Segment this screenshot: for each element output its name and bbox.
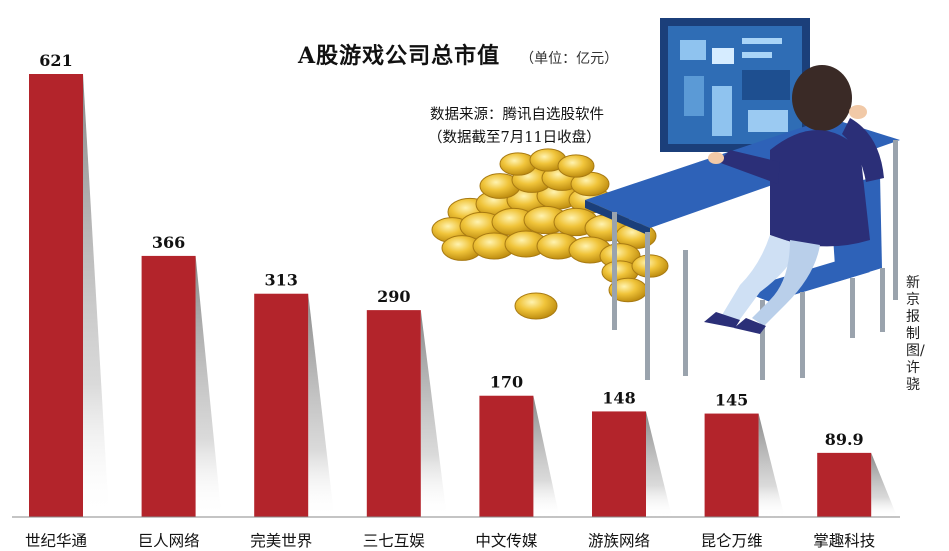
value-label: 621 (39, 51, 72, 70)
category-label: 昆仑万维 (701, 532, 763, 550)
bar-shadow (195, 255, 222, 518)
chart-header: A股游戏公司总市值 （单位：亿元） (298, 38, 618, 70)
category-label: 掌趣科技 (813, 532, 875, 550)
value-label: 366 (152, 233, 185, 252)
bar-掌趣科技 (817, 452, 872, 517)
value-label: 290 (377, 287, 410, 306)
value-label: 170 (490, 373, 523, 392)
bar-shadow (758, 413, 785, 517)
bar-昆仑万维 (704, 413, 759, 517)
category-label: 巨人网络 (138, 532, 200, 550)
category-label: 世纪华通 (25, 532, 88, 550)
coin (514, 292, 558, 320)
chart-title: A股游戏公司总市值 (298, 43, 501, 69)
gold-coins-icon (431, 148, 669, 320)
bar-三七互娱 (366, 310, 421, 517)
value-label: 89.9 (825, 430, 864, 449)
bar-shadow (420, 310, 447, 517)
data-cutoff-note: （数据截至7月11日收盘） (428, 130, 601, 146)
bar-完美世界 (254, 293, 309, 517)
unit-label: （单位：亿元） (520, 51, 619, 67)
value-label: 313 (264, 271, 297, 290)
category-label: 中文传媒 (475, 532, 538, 550)
bar-中文传媒 (479, 395, 534, 517)
bar-shadow (533, 395, 560, 517)
category-label: 游族网络 (588, 532, 650, 550)
category-label: 三七互娱 (363, 532, 425, 550)
bar-shadow (83, 74, 109, 517)
bar-巨人网络 (141, 255, 196, 518)
graphic-credit: 新京报制图/许骁 (906, 275, 925, 393)
computer-user-icon (585, 18, 900, 380)
bar-shadow (308, 293, 335, 517)
bar-游族网络 (592, 411, 646, 517)
data-source: 数据来源：腾讯自选股软件 (430, 107, 604, 123)
category-label: 完美世界 (250, 532, 312, 550)
value-label: 145 (715, 391, 748, 410)
bar-shadow (646, 411, 672, 517)
bars-group: 621 世纪华通 366 巨人网络 313 完美世界 290 三七互娱 170 中文传媒 148 游族… (25, 51, 898, 550)
bar-shadow (871, 452, 898, 517)
value-label: 148 (602, 388, 635, 407)
coin (557, 154, 595, 178)
bar-世纪华通 (29, 74, 83, 517)
